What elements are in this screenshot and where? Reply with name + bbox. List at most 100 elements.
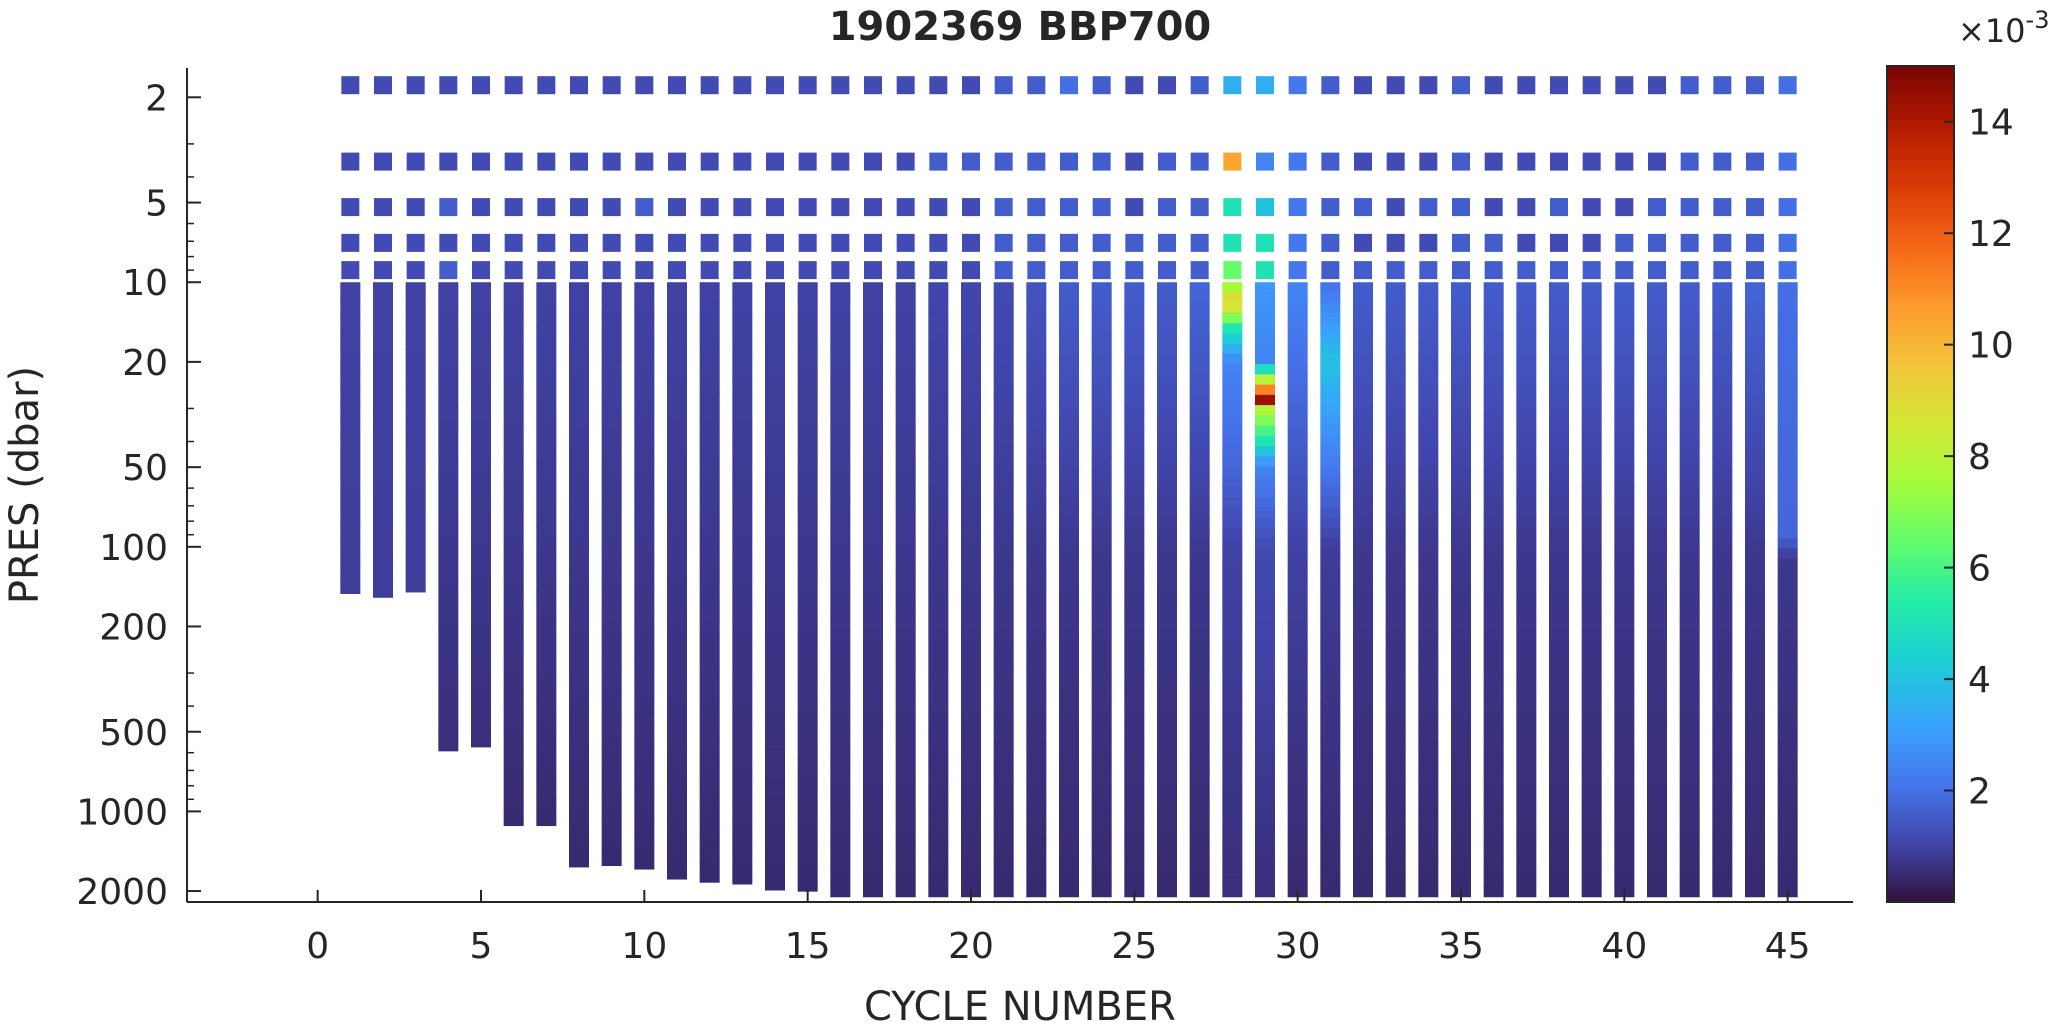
profile-segment-cycle-44 xyxy=(1745,784,1765,795)
surface-point-cycle-22 xyxy=(1027,261,1046,280)
profile-segment-cycle-34 xyxy=(1418,507,1439,519)
profile-segment-cycle-28 xyxy=(1222,722,1243,734)
profile-segment-cycle-2 xyxy=(373,434,393,441)
profile-segment-cycle-42 xyxy=(1679,446,1700,457)
profile-segment-cycle-35 xyxy=(1451,599,1471,611)
profile-segment-cycle-2 xyxy=(373,350,393,357)
profile-segment-cycle-30 xyxy=(1287,394,1308,406)
profile-segment-cycle-5 xyxy=(471,684,491,694)
profile-segment-cycle-13 xyxy=(732,352,753,364)
profile-segment-cycle-26 xyxy=(1157,671,1177,683)
profile-segment-cycle-19 xyxy=(928,292,949,304)
profile-segment-cycle-16 xyxy=(830,589,851,601)
profile-segment-cycle-16 xyxy=(830,865,851,877)
surface-point-cycle-42 xyxy=(1680,198,1699,217)
profile-segment-cycle-7 xyxy=(536,653,557,664)
profile-segment-cycle-20 xyxy=(961,323,981,335)
profile-segment-cycle-34 xyxy=(1418,435,1439,447)
profile-segment-cycle-44 xyxy=(1745,620,1765,632)
profile-segment-cycle-1 xyxy=(340,401,361,408)
profile-segment-cycle-9 xyxy=(601,311,622,322)
profile-segment-cycle-36 xyxy=(1483,702,1504,713)
profile-segment-cycle-16 xyxy=(830,835,851,847)
profile-segment-cycle-41 xyxy=(1647,466,1667,478)
profile-segment-cycle-2 xyxy=(373,429,393,436)
profile-segment-cycle-15 xyxy=(797,343,818,354)
profile-segment-cycle-39 xyxy=(1581,835,1602,847)
profile-segment-cycle-40 xyxy=(1614,845,1635,857)
profile-segment-cycle-10 xyxy=(634,761,655,772)
profile-segment-cycle-4 xyxy=(438,672,459,682)
colorbar-multiplier-exponent: -3 xyxy=(2026,6,2050,34)
profile-segment-cycle-37 xyxy=(1516,456,1537,468)
profile-segment-cycle-7 xyxy=(536,590,557,600)
profile-segment-cycle-42 xyxy=(1679,804,1700,816)
profile-segment-cycle-12 xyxy=(699,492,720,503)
profile-segment-cycle-13 xyxy=(732,512,753,524)
profile-segment-cycle-42 xyxy=(1679,405,1700,416)
profile-cycle-6 xyxy=(503,76,524,827)
surface-point-cycle-37 xyxy=(1517,76,1536,95)
profile-segment-cycle-30 xyxy=(1287,497,1308,509)
profile-segment-cycle-12 xyxy=(699,812,720,823)
profile-segment-cycle-8 xyxy=(569,399,589,410)
profile-segment-cycle-42 xyxy=(1679,620,1700,632)
profile-segment-cycle-29 xyxy=(1255,814,1275,826)
profile-segment-cycle-19 xyxy=(928,466,949,478)
profile-segment-cycle-3 xyxy=(405,380,426,387)
profile-segment-cycle-28 xyxy=(1222,446,1243,457)
profile-segment-cycle-4 xyxy=(438,313,459,322)
profile-segment-cycle-7 xyxy=(536,508,557,519)
profile-segment-cycle-2 xyxy=(373,476,393,483)
profile-segment-cycle-29 xyxy=(1255,855,1275,867)
surface-point-cycle-14 xyxy=(766,76,784,95)
profile-segment-cycle-38 xyxy=(1549,323,1569,335)
profile-segment-cycle-39 xyxy=(1581,527,1602,539)
profile-segment-cycle-37 xyxy=(1516,517,1537,529)
profile-segment-cycle-27 xyxy=(1189,466,1210,478)
profile-segment-cycle-39 xyxy=(1581,497,1602,509)
profile-segment-cycle-23 xyxy=(1059,743,1079,754)
profile-segment-cycle-5 xyxy=(471,700,491,709)
profile-segment-cycle-10 xyxy=(634,780,655,792)
profile-segment-cycle-39 xyxy=(1581,773,1602,785)
profile-segment-cycle-30 xyxy=(1287,681,1308,693)
profile-segment-cycle-41 xyxy=(1647,794,1667,806)
profile-segment-cycle-24 xyxy=(1091,845,1112,857)
profile-segment-cycle-23 xyxy=(1059,435,1079,447)
profile-segment-cycle-30 xyxy=(1287,568,1308,580)
profile-segment-cycle-32 xyxy=(1353,794,1373,806)
surface-point-cycle-2 xyxy=(374,261,392,280)
profile-segment-cycle-41 xyxy=(1647,538,1667,550)
profile-segment-cycle-43 xyxy=(1712,446,1733,457)
profile-segment-cycle-34 xyxy=(1418,876,1439,888)
profile-segment-cycle-18 xyxy=(895,517,916,529)
profile-segment-cycle-34 xyxy=(1418,886,1439,898)
profile-segment-cycle-39 xyxy=(1581,405,1602,416)
profile-segment-cycle-25 xyxy=(1124,650,1145,662)
profile-segment-cycle-45 xyxy=(1777,548,1798,560)
profile-segment-cycle-1 xyxy=(340,562,361,569)
profile-segment-cycle-24 xyxy=(1091,620,1112,632)
surface-point-cycle-14 xyxy=(766,233,784,252)
profile-segment-cycle-5 xyxy=(471,723,491,732)
profile-segment-cycle-38 xyxy=(1549,558,1569,570)
profile-segment-cycle-43 xyxy=(1712,794,1733,806)
profile-segment-cycle-10 xyxy=(634,771,655,782)
profile-segment-cycle-4 xyxy=(438,680,459,689)
profile-segment-cycle-15 xyxy=(797,586,818,598)
profile-segment-cycle-9 xyxy=(601,534,622,546)
profile-segment-cycle-1 xyxy=(340,308,361,314)
profile-segment-cycle-7 xyxy=(536,408,557,419)
profile-segment-cycle-26 xyxy=(1157,794,1177,806)
profile-segment-cycle-37 xyxy=(1516,538,1537,550)
profile-segment-cycle-1 xyxy=(340,302,361,309)
profile-segment-cycle-12 xyxy=(699,632,720,643)
profile-segment-cycle-31 xyxy=(1320,824,1341,836)
profile-segment-cycle-38 xyxy=(1549,466,1569,478)
profile-segment-cycle-9 xyxy=(601,457,622,468)
profile-segment-cycle-31 xyxy=(1320,364,1341,375)
profile-segment-cycle-6 xyxy=(503,789,524,799)
profile-segment-cycle-30 xyxy=(1287,527,1308,539)
profile-segment-cycle-19 xyxy=(928,527,949,539)
